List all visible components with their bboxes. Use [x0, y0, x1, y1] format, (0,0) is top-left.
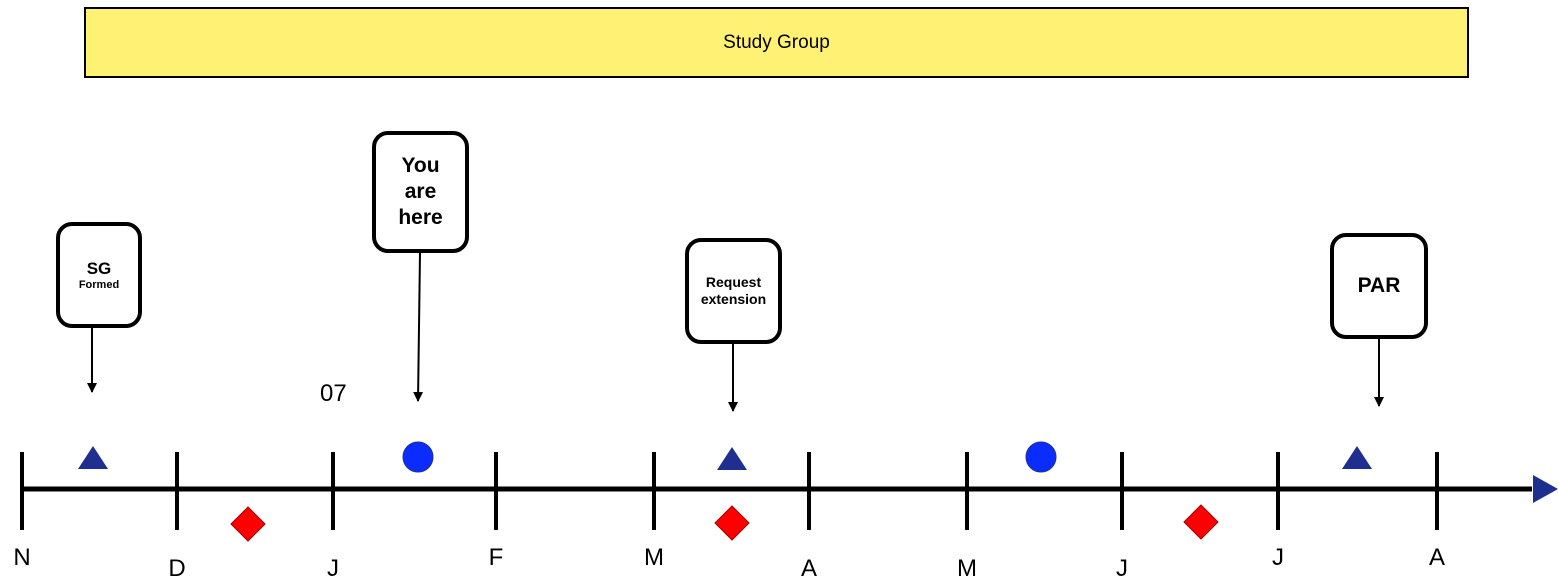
- request-extension-callout: Request extension: [685, 238, 782, 344]
- you-are-here-callout: You are here: [372, 131, 469, 253]
- month-label-apr: A: [800, 555, 818, 582]
- axis-arrow-icon: [1533, 475, 1558, 503]
- diamond-marker-icon: [1183, 504, 1219, 540]
- sg-callout-subtitle: Formed: [78, 278, 120, 291]
- you-are-here-line1: You: [401, 153, 440, 177]
- diamond-marker-icon: [714, 505, 750, 541]
- month-label-jan: J: [327, 555, 339, 582]
- request-extension-line2: extension: [700, 291, 767, 307]
- diamond-marker-icon: [230, 506, 266, 542]
- triangle-marker-icon: [1342, 446, 1372, 469]
- you-are-here-arrow: [413, 252, 424, 402]
- par-callout: PAR: [1330, 233, 1428, 339]
- month-label-jun: J: [1116, 555, 1128, 582]
- month-label-dec: D: [168, 555, 186, 582]
- study-group-banner: Study Group: [84, 7, 1469, 78]
- sg-formed-callout: SG Formed: [56, 222, 142, 328]
- you-are-here-line2: are: [404, 179, 437, 203]
- you-are-here-line3: here: [398, 206, 443, 230]
- year-label: 07: [320, 380, 347, 407]
- month-label-nov: N: [13, 544, 31, 571]
- circle-marker-icon: [402, 441, 434, 473]
- month-label-jul: J: [1272, 544, 1284, 571]
- month-label-aug: A: [1428, 544, 1446, 571]
- triangle-marker-icon: [78, 446, 108, 469]
- study-group-label: Study Group: [723, 31, 830, 53]
- triangle-marker-icon: [717, 447, 747, 470]
- month-label-may: M: [957, 555, 977, 582]
- circle-marker-icon: [1025, 441, 1057, 473]
- par-callout-title: PAR: [1357, 273, 1401, 297]
- month-label-feb: F: [488, 544, 504, 571]
- month-label-mar: M: [644, 544, 664, 571]
- sg-callout-title: SG: [86, 258, 112, 278]
- request-extension-line1: Request: [705, 273, 762, 290]
